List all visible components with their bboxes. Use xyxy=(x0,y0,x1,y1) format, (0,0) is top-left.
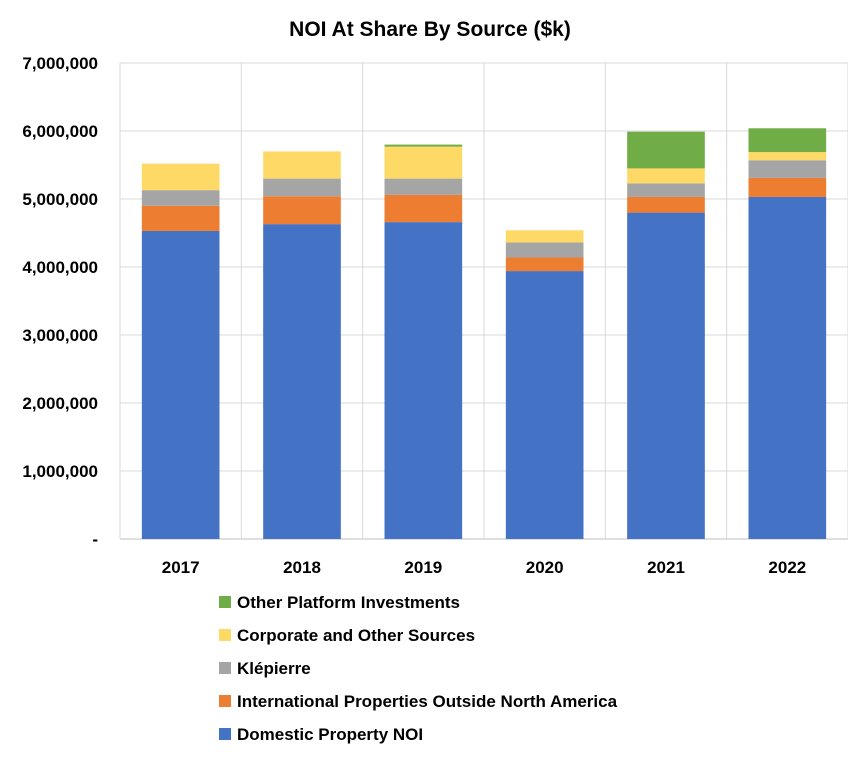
bar-segment xyxy=(263,178,341,197)
bar-segment xyxy=(263,151,341,179)
legend-swatch xyxy=(219,662,231,674)
bar-segment xyxy=(505,242,584,258)
legend-label: International Properties Outside North A… xyxy=(237,692,618,711)
y-tick-label: 4,000,000 xyxy=(22,258,98,277)
bar-segment xyxy=(748,152,827,161)
legend-swatch xyxy=(219,728,231,740)
bar-segment xyxy=(627,131,705,169)
bar-segment xyxy=(384,178,463,195)
legend-swatch xyxy=(219,596,231,608)
legend-swatch xyxy=(219,695,231,707)
bar-segment xyxy=(384,222,463,539)
bar-segment xyxy=(748,160,827,178)
bar-segment xyxy=(748,128,827,153)
bar-segment xyxy=(384,144,463,147)
gridlines xyxy=(119,62,848,540)
bar-segment xyxy=(505,230,584,243)
bar-segment xyxy=(748,177,827,197)
y-tick-label: 6,000,000 xyxy=(22,122,98,141)
y-tick-label: 1,000,000 xyxy=(22,462,98,481)
legend-label: Corporate and Other Sources xyxy=(237,626,475,645)
x-tick-label: 2021 xyxy=(647,558,685,577)
bars xyxy=(141,128,827,539)
bar-segment xyxy=(748,196,827,539)
legend: Other Platform Investments Corporate and … xyxy=(219,593,618,744)
bar-segment xyxy=(263,224,341,539)
bar-segment xyxy=(627,196,705,213)
bar-segment xyxy=(141,230,220,539)
chart-title: NOI At Share By Source ($k) xyxy=(289,18,571,41)
y-axis: - 1,000,000 2,000,000 3,000,000 4,000,000 5,0… xyxy=(22,54,98,549)
x-tick-label: 2019 xyxy=(404,558,442,577)
bar-segment xyxy=(627,168,705,184)
legend-swatch xyxy=(219,629,231,641)
y-tick-label: 7,000,000 xyxy=(22,54,98,73)
legend-label: Other Platform Investments xyxy=(237,593,460,612)
bar-segment xyxy=(505,271,584,539)
y-tick-label: 2,000,000 xyxy=(22,394,98,413)
bar-segment xyxy=(505,257,584,272)
y-tick-label: - xyxy=(92,530,98,549)
x-axis: 2017 2018 2019 2020 2021 2022 xyxy=(162,558,806,577)
bar-segment xyxy=(627,183,705,197)
x-tick-label: 2022 xyxy=(768,558,806,577)
x-tick-label: 2018 xyxy=(283,558,321,577)
bar-segment xyxy=(627,212,705,539)
bar-segment xyxy=(263,196,341,225)
bar-segment xyxy=(141,205,220,231)
x-tick-label: 2017 xyxy=(162,558,200,577)
legend-label: Klépierre xyxy=(237,659,311,678)
bar-segment xyxy=(141,163,220,191)
legend-label: Domestic Property NOI xyxy=(237,725,423,744)
bar-segment xyxy=(384,194,463,223)
y-tick-label: 5,000,000 xyxy=(22,190,98,209)
bar-segment xyxy=(384,146,463,179)
y-tick-label: 3,000,000 xyxy=(22,326,98,345)
x-tick-label: 2020 xyxy=(526,558,564,577)
bar-segment xyxy=(141,190,220,206)
